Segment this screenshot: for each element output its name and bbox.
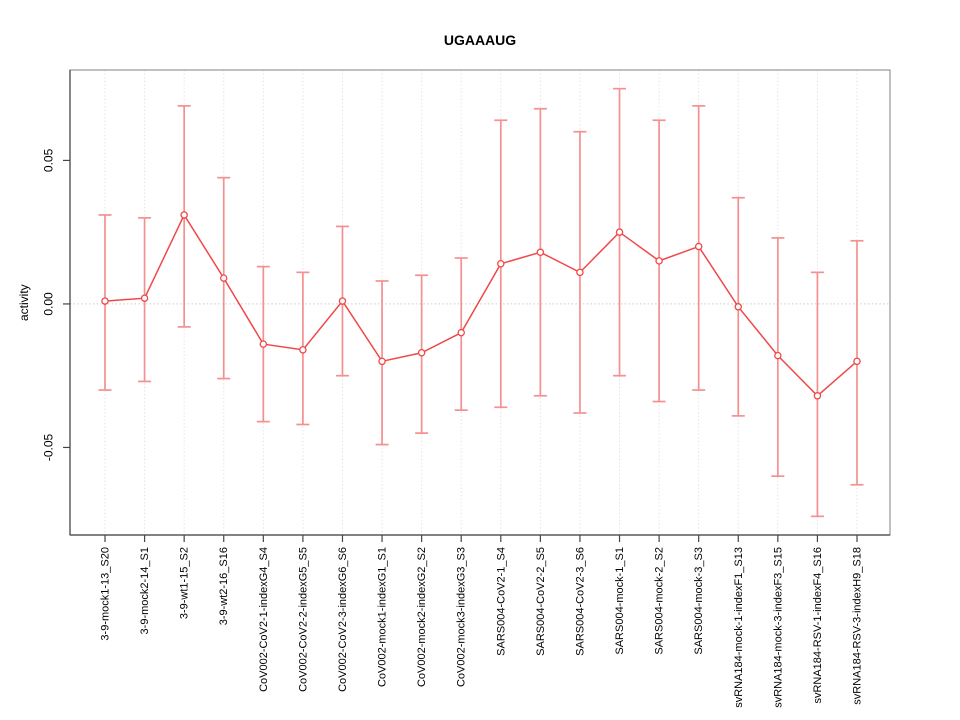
data-point	[615, 228, 624, 236]
data-point	[299, 346, 307, 354]
x-tick-label: SARS004-mock-3_S3	[693, 547, 705, 655]
x-tick-label: svRNA184-mock-1-indexF1_S13	[733, 547, 745, 708]
x-tick-label: SARS004-mock-2_S2	[654, 547, 666, 655]
data-point	[734, 303, 743, 311]
data-point	[457, 328, 465, 337]
x-tick-label: SARS004-mock-1_S1	[614, 547, 626, 655]
x-tick-label: 3-9-wt2-16_S16	[218, 547, 230, 625]
x-tick-label: SARS004-CoV2-3_S6	[574, 547, 586, 656]
x-tick-label: svRNA184-RSV-1-indexF4_S16	[812, 547, 824, 704]
x-tick-label: CoV002-mock1-indexG1_S1	[377, 547, 389, 687]
data-point	[813, 392, 822, 400]
data-point	[378, 357, 386, 366]
y-tick-label: 0.05	[42, 148, 56, 172]
plot-frame	[69, 69, 891, 536]
x-tick-label: 3-9-mock2-14_S1	[139, 547, 151, 634]
data-point	[338, 297, 347, 305]
data-point	[774, 351, 782, 360]
x-tick-label: 3-9-mock1-13_S20	[100, 547, 112, 641]
data-point	[576, 268, 584, 277]
x-tick-label: CoV002-CoV2-3-indexG6_S6	[337, 547, 349, 692]
x-tick-label: CoV002-mock3-indexG3_S3	[456, 547, 468, 687]
data-point	[694, 242, 703, 251]
data-point	[497, 259, 505, 268]
data-point	[853, 357, 861, 366]
y-tick-label: 0.00	[42, 292, 56, 316]
y-tick-label: -0.05	[42, 433, 56, 461]
x-tick-label: SARS004-CoV2-1_S4	[495, 547, 507, 656]
data-point	[140, 294, 149, 302]
data-point	[655, 257, 663, 265]
series-line	[104, 213, 858, 397]
data-point	[180, 211, 188, 219]
x-tick-label: CoV002-CoV2-2-indexG5_S5	[297, 547, 309, 692]
x-tick-label: 3-9-wt1-15_S2	[179, 547, 191, 619]
x-tick-label: svRNA184-mock-3-indexF3_S15	[772, 547, 784, 708]
data-point	[417, 348, 426, 357]
data-point	[259, 340, 268, 348]
data-point	[219, 274, 228, 282]
x-tick-label: svRNA184-RSV-3-indexH9_S18	[852, 547, 864, 705]
data-point	[536, 248, 545, 257]
chart-title: UGAAAUG	[443, 32, 517, 48]
x-tick-label: CoV002-CoV2-1-indexG4_S4	[258, 547, 270, 692]
x-tick-label: SARS004-CoV2-2_S5	[535, 547, 547, 656]
data-point	[101, 297, 109, 305]
x-tick-label: CoV002-mock2-indexG2_S2	[416, 547, 428, 687]
